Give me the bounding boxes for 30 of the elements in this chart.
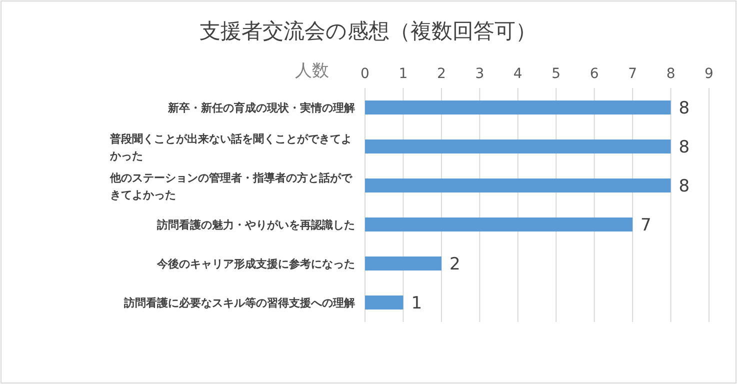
data-label: 2 <box>449 254 460 274</box>
x-tick-label: 9 <box>704 66 714 82</box>
y-tick-label: 訪問看護に必要なスキル等の習得支援への理解 <box>123 296 355 310</box>
bar <box>365 140 671 154</box>
x-tick-label: 0 <box>360 66 370 82</box>
x-tick-label: 2 <box>436 66 446 82</box>
data-label: 7 <box>640 216 652 236</box>
bar <box>365 256 442 270</box>
y-tick-label: 訪問看護の魅力・やりがいを再認識した <box>156 218 355 232</box>
data-label: 8 <box>678 138 690 158</box>
y-tick-label: 普段聞くことが出来ない話を聞くことができてよかった <box>109 132 352 162</box>
bar <box>365 178 671 192</box>
bar <box>365 218 633 232</box>
y-tick-label: 他のステーションの管理者・指導者の方と話ができてよかった <box>109 172 353 202</box>
x-tick-label: 8 <box>666 66 676 82</box>
bar <box>365 100 671 114</box>
bar <box>365 296 404 310</box>
data-label: 8 <box>678 176 690 196</box>
x-tick-label: 4 <box>513 66 522 82</box>
x-axis-title: 人数 <box>295 61 329 81</box>
x-tick-label: 1 <box>398 66 408 82</box>
y-tick-label: 今後のキャリア形成支援に参考になった <box>156 258 355 270</box>
data-label: 1 <box>411 294 422 314</box>
x-tick-label: 3 <box>475 66 484 82</box>
x-tick-label: 5 <box>552 66 561 82</box>
x-tick-label: 7 <box>628 66 638 82</box>
x-tick-label: 6 <box>590 66 599 82</box>
data-label: 8 <box>678 98 690 118</box>
chart-title: 支援者交流会の感想（複数回答可） <box>200 19 536 43</box>
y-tick-label: 新卒・新任の育成の現状・実情の理解 <box>167 102 355 114</box>
